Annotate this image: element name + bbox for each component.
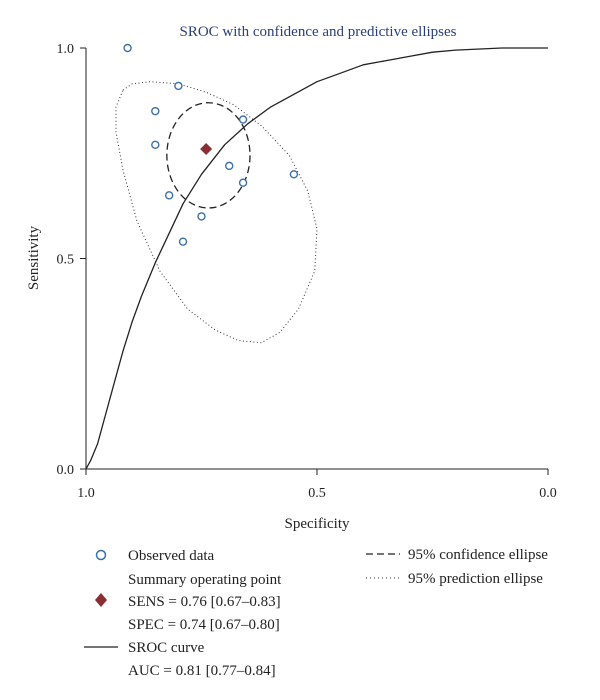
x-tick-label-1: 0.5 xyxy=(308,486,326,501)
summary-point xyxy=(200,143,213,156)
observed-point-3 xyxy=(238,115,248,124)
observed-point-5 xyxy=(225,161,234,171)
chart-title: SROC with confidence and predictive elli… xyxy=(179,24,456,40)
observed-point-7 xyxy=(238,178,248,187)
legend: Observed data Summary operating point SE… xyxy=(84,547,548,679)
y-tick-label-2: 1.0 xyxy=(57,42,75,57)
plot-area xyxy=(85,43,548,470)
observed-point-8 xyxy=(164,191,174,200)
legend-spec-label: SPEC = 0.74 [0.67–0.80] xyxy=(128,617,280,633)
observed-point-6 xyxy=(289,170,299,179)
legend-auc-label: AUC = 0.81 [0.77–0.84] xyxy=(128,663,276,679)
legend-summary-label: Summary operating point xyxy=(128,572,282,588)
observed-point-0 xyxy=(123,43,132,53)
observed-point-1 xyxy=(174,81,183,91)
observed-point-9 xyxy=(197,212,206,221)
legend-observed-label: Observed data xyxy=(128,548,215,564)
prediction-ellipse xyxy=(115,81,318,344)
y-axis-label: Sensitivity xyxy=(26,225,42,290)
legend-sens-label: SENS = 0.76 [0.67–0.83] xyxy=(128,594,281,610)
observed-point-2 xyxy=(151,106,160,116)
observed-point-10 xyxy=(178,237,188,246)
legend-confidence-label: 95% confidence ellipse xyxy=(408,547,548,563)
legend-observed-marker xyxy=(95,549,107,561)
sroc-curve xyxy=(85,47,548,470)
y-tick-label-0: 0.0 xyxy=(57,463,75,478)
x-ticks: 1.0 0.5 0.0 xyxy=(77,486,557,501)
x-tick-label-2: 0.0 xyxy=(539,486,557,501)
x-tick-label-0: 1.0 xyxy=(77,486,95,501)
legend-summary-marker xyxy=(95,593,107,607)
x-axis-label: Specificity xyxy=(285,516,350,532)
legend-sroc-label: SROC curve xyxy=(128,640,205,656)
observed-point-4 xyxy=(151,140,160,150)
legend-prediction-label: 95% prediction ellipse xyxy=(408,571,543,587)
y-ticks: 0.0 0.5 1.0 xyxy=(57,42,75,478)
confidence-ellipse xyxy=(166,102,251,209)
y-tick-label-1: 0.5 xyxy=(57,253,75,268)
